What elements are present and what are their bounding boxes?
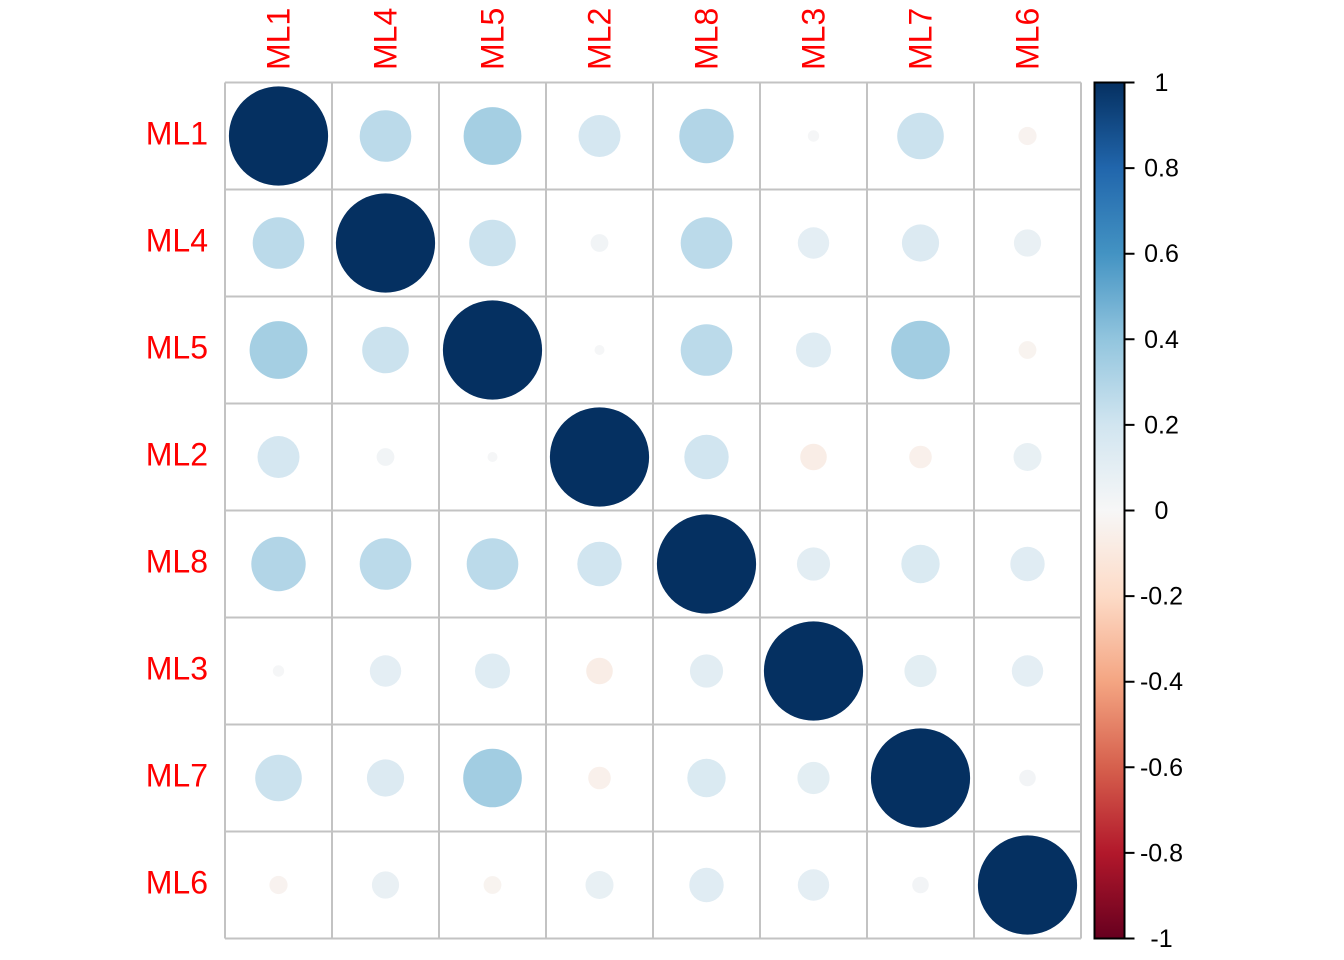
svg-text:ML3: ML3: [146, 651, 208, 687]
svg-text:0.2: 0.2: [1144, 411, 1179, 439]
svg-text:1: 1: [1155, 69, 1169, 97]
svg-text:ML6: ML6: [146, 865, 208, 901]
svg-text:-0.6: -0.6: [1140, 754, 1183, 782]
svg-text:ML8: ML8: [146, 544, 208, 580]
svg-text:0.8: 0.8: [1144, 155, 1179, 183]
svg-text:ML3: ML3: [796, 8, 832, 70]
svg-text:0: 0: [1155, 497, 1169, 525]
svg-text:ML4: ML4: [368, 8, 404, 70]
svg-text:-0.8: -0.8: [1140, 839, 1183, 867]
svg-text:ML1: ML1: [146, 116, 208, 152]
svg-text:ML8: ML8: [689, 8, 725, 70]
svg-text:ML1: ML1: [261, 8, 297, 70]
svg-text:ML4: ML4: [146, 223, 208, 259]
svg-text:ML2: ML2: [582, 8, 618, 70]
svg-text:0.4: 0.4: [1144, 326, 1179, 354]
svg-text:-0.4: -0.4: [1140, 668, 1183, 696]
svg-text:ML2: ML2: [146, 437, 208, 473]
svg-text:ML6: ML6: [1010, 8, 1046, 70]
svg-text:ML7: ML7: [146, 758, 208, 794]
svg-text:0.6: 0.6: [1144, 240, 1179, 268]
svg-text:ML5: ML5: [146, 330, 208, 366]
svg-text:ML7: ML7: [903, 8, 939, 70]
svg-text:ML5: ML5: [475, 8, 511, 70]
svg-text:-1: -1: [1150, 925, 1172, 953]
svg-text:-0.2: -0.2: [1140, 583, 1183, 611]
